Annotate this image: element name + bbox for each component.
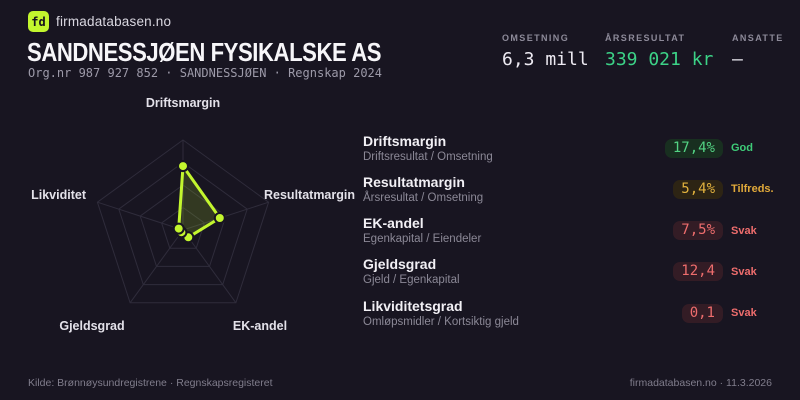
- radar-axis-driftsmargin: Driftsmargin: [145, 96, 221, 110]
- metric-row: EK-andel Egenkapital / Eiendeler 7,5% Sv…: [363, 214, 773, 248]
- metric-rating: 0,1 Svak: [681, 303, 773, 323]
- metric-rating: 5,4% Tilfreds.: [673, 179, 774, 199]
- key-figure: OMSETNING 6,3 mill: [502, 33, 605, 70]
- key-figure-value: 6,3 mill: [502, 49, 589, 70]
- company-subtitle: Org.nr 987 927 852 · SANDNESSJØEN · Regn…: [28, 66, 383, 80]
- metric-name: Likviditetsgrad: [363, 297, 463, 314]
- metric-formula: Gjeld / Egenkapital: [363, 274, 460, 287]
- metric-status-label: Svak: [731, 265, 757, 278]
- metric-status-label: Tilfreds.: [731, 183, 774, 196]
- metric-formula: Egenkapital / Eiendeler: [363, 233, 482, 245]
- metric-value-badge: 5,4%: [673, 179, 723, 199]
- key-figures: OMSETNING 6,3 mill ÅRSRESULTAT 339 021 k…: [502, 33, 784, 70]
- metric-formula: Driftsresultat / Omsetning: [363, 150, 493, 163]
- metric-value-badge: 0,1: [681, 303, 723, 323]
- company-title: SANDNESSJØEN FYSIKALSKE AS: [27, 37, 382, 67]
- metric-value-badge: 12,4: [673, 262, 723, 282]
- metric-rating: 17,4% God: [664, 138, 773, 158]
- footer-credit: firmadatabasen.no · 11.3.2026: [629, 377, 772, 389]
- metric-name: Driftsmargin: [363, 132, 447, 149]
- metric-rating: 7,5% Svak: [673, 221, 773, 240]
- key-figure-label: ANSATTE: [732, 33, 784, 43]
- radar-axis-likviditet: Likviditet: [31, 188, 86, 202]
- radar-data-point: [182, 231, 195, 244]
- metric-status-label: Svak: [731, 224, 757, 237]
- metric-rating: 12,4 Svak: [673, 262, 773, 282]
- firmadatabasen-logo-icon: fd: [28, 11, 49, 32]
- metric-status-label: God: [731, 142, 753, 154]
- brand-name: firmadatabasen.no: [56, 14, 172, 29]
- radar-axis-gjeldsgrad: Gjeldsgrad: [59, 319, 125, 333]
- radar-data-point: [172, 222, 185, 235]
- footer-source: Kilde: Brønnøysundregistrene · Regnskaps…: [28, 377, 273, 389]
- metric-name: Resultatmargin: [363, 173, 465, 190]
- metric-name: EK-andel: [363, 215, 424, 231]
- metric-formula: Årsresultat / Omsetning: [363, 191, 484, 204]
- metric-row: Driftsmargin Driftsresultat / Omsetning …: [363, 131, 773, 165]
- metric-info: Likviditetsgrad Omløpsmidler / Kortsikti…: [363, 298, 519, 329]
- radar-axis-resultatmargin: Resultatmargin: [264, 188, 355, 202]
- key-figure-label: ÅRSRESULTAT: [605, 33, 686, 43]
- metric-row: Likviditetsgrad Omløpsmidler / Kortsikti…: [363, 296, 773, 330]
- metric-formula: Omløpsmidler / Kortsiktig gjeld: [363, 315, 519, 328]
- metric-info: Driftsmargin Driftsresultat / Omsetning: [363, 133, 493, 164]
- metric-value-badge: 17,4%: [664, 138, 723, 158]
- metric-status-label: Svak: [731, 307, 757, 319]
- metric-info: EK-andel Egenkapital / Eiendeler: [363, 215, 481, 246]
- metric-info: Resultatmargin Årsresultat / Omsetning: [363, 174, 483, 205]
- key-figure: ÅRSRESULTAT 339 021 kr: [605, 33, 732, 70]
- metric-value-badge: 7,5%: [673, 221, 723, 240]
- radar-axis-ek-andel: EK-andel: [232, 319, 288, 333]
- key-figure-label: OMSETNING: [502, 33, 570, 43]
- metric-list: Driftsmargin Driftsresultat / Omsetning …: [363, 131, 774, 330]
- metric-info: Gjeldsgrad Gjeld / Egenkapital: [363, 256, 460, 287]
- key-figure: ANSATTE –: [732, 33, 784, 70]
- radar-data-point: [175, 226, 188, 239]
- metric-name: Gjeldsgrad: [363, 256, 437, 273]
- radar-data-point: [177, 160, 189, 173]
- key-figure-value: 339 021 kr: [605, 49, 714, 70]
- metric-row: Gjeldsgrad Gjeld / Egenkapital 12,4 Svak: [363, 255, 773, 289]
- key-figure-value: –: [732, 49, 743, 70]
- metric-row: Resultatmargin Årsresultat / Omsetning 5…: [363, 172, 774, 206]
- radar-data-point: [213, 212, 226, 224]
